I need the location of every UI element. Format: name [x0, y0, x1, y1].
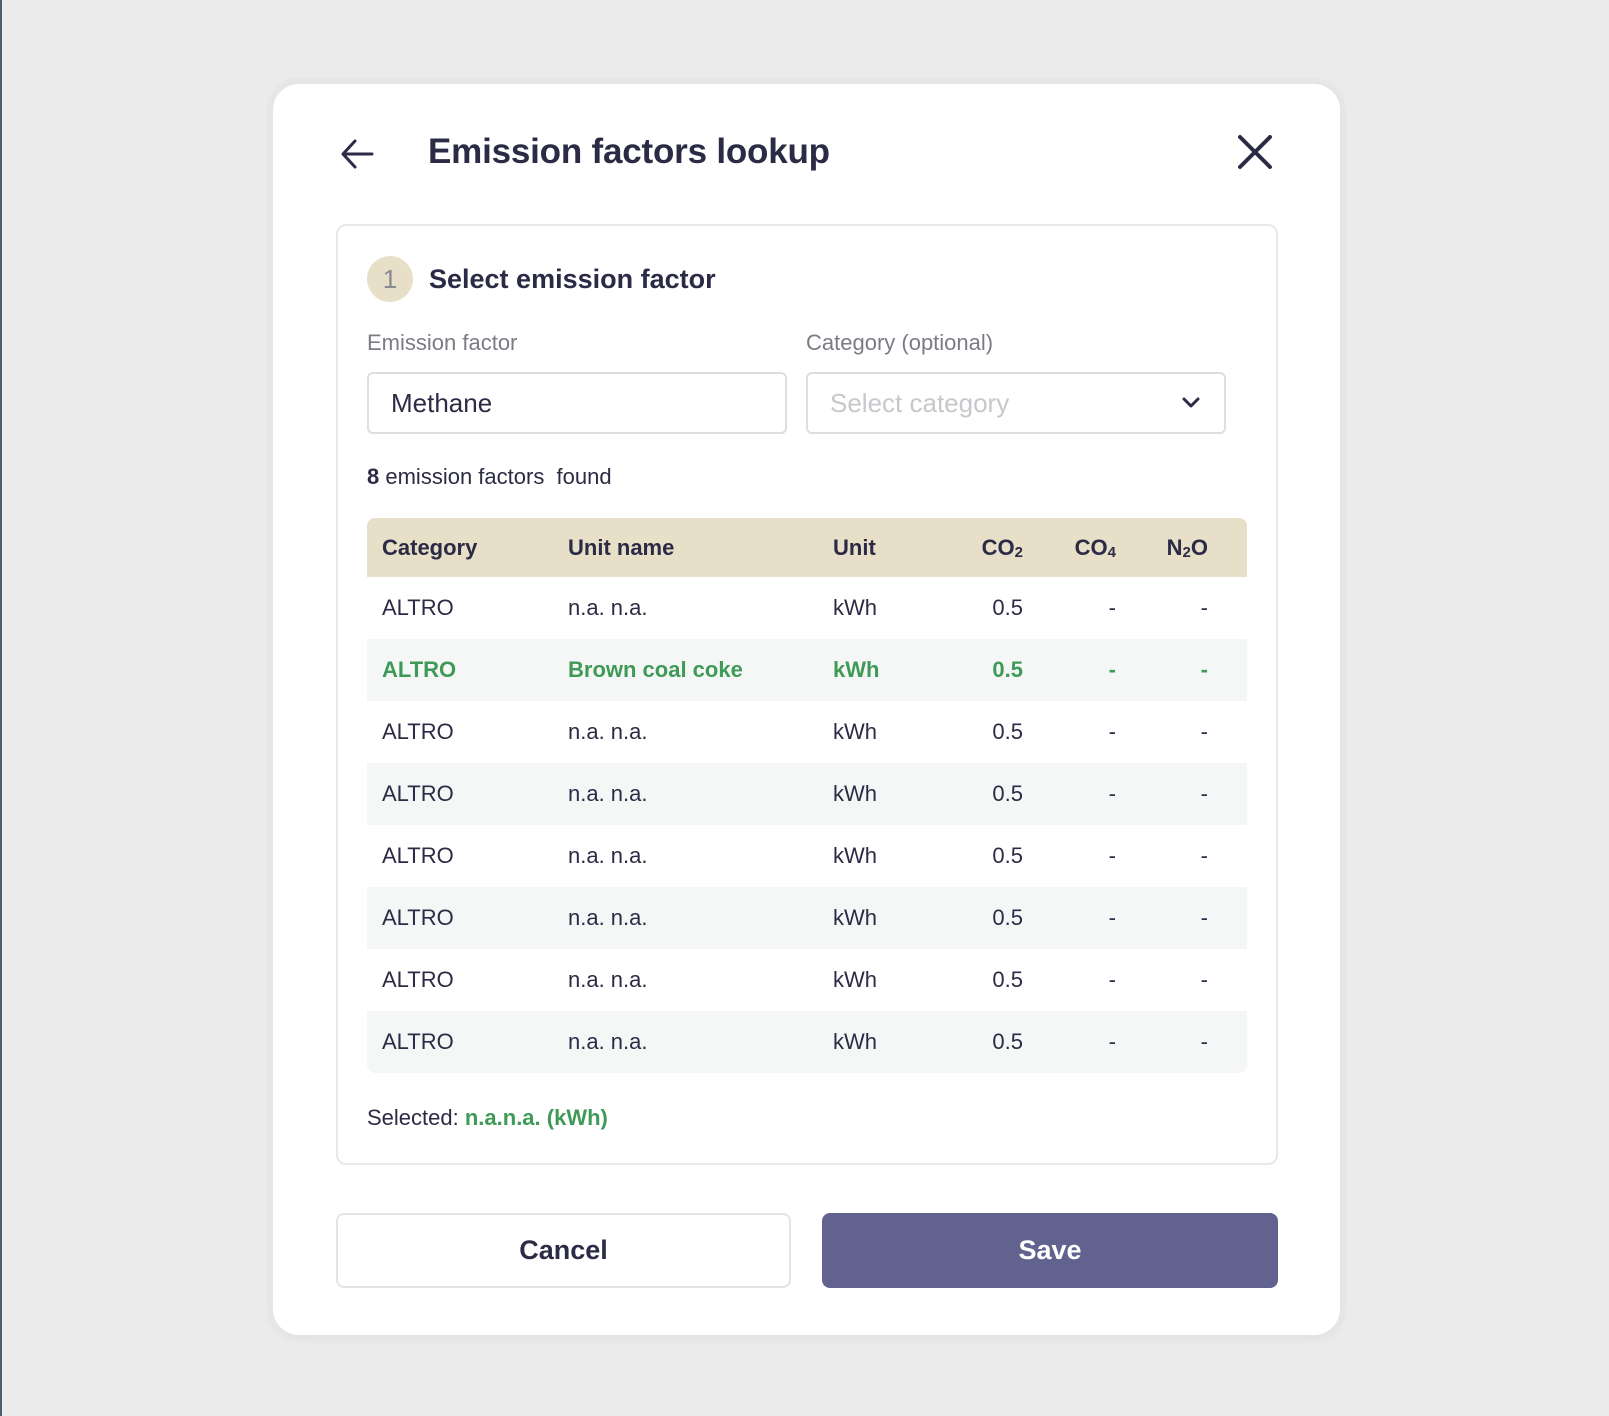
cell-unit-name: n.a. n.a.	[568, 967, 648, 992]
cell-unit: kWh	[833, 595, 877, 620]
cell-co4: -	[1108, 967, 1116, 992]
cell-co2: 0.5	[992, 657, 1023, 682]
results-count-number: 8	[367, 464, 380, 489]
cell-co4: -	[1108, 781, 1116, 806]
cell-category: ALTRO	[382, 967, 454, 992]
step-header: 1 Select emission factor	[367, 255, 716, 303]
cell-category: ALTRO	[382, 781, 454, 806]
arrow-left-icon	[341, 139, 374, 169]
cell-co4: -	[1108, 905, 1116, 930]
cell-unit: kWh	[833, 967, 877, 992]
cell-co4: -	[1108, 719, 1116, 744]
column-header-category[interactable]: Category	[382, 534, 478, 560]
step-number-badge: 1	[367, 256, 413, 302]
selected-summary: Selected: n.a.n.a. (kWh)	[367, 1105, 608, 1131]
emission-factor-value: Methane	[391, 387, 493, 418]
cell-unit-name: n.a. n.a.	[568, 719, 648, 744]
table-row[interactable]: ALTRO n.a. n.a. kWh 0.5 - -	[367, 577, 1247, 639]
table-row[interactable]: ALTRO n.a. n.a. kWh 0.5 - -	[367, 763, 1247, 825]
cell-category: ALTRO	[382, 719, 454, 744]
emission-factor-label: Emission factor	[367, 330, 518, 355]
emission-factors-table: Category Unit name Unit CO2 CO4 N2O ALTR…	[367, 518, 1247, 1073]
cell-n2o: -	[1200, 719, 1208, 744]
cell-co2: 0.5	[992, 595, 1023, 620]
n2o-label-n: N	[1166, 534, 1183, 560]
cell-co4: -	[1108, 595, 1116, 620]
cell-category: ALTRO	[382, 905, 454, 930]
modal-header: Emission factors lookup	[273, 84, 1340, 224]
category-select[interactable]: Select category	[806, 372, 1226, 434]
cell-unit: kWh	[833, 1029, 877, 1054]
results-count-text: emission factors found	[385, 464, 612, 489]
cell-unit-name: Brown coal coke	[568, 657, 743, 682]
cell-n2o: -	[1200, 1029, 1208, 1054]
column-header-unit-name[interactable]: Unit name	[568, 534, 675, 560]
table-row[interactable]: ALTRO n.a. n.a. kWh 0.5 - -	[367, 825, 1247, 887]
save-button[interactable]: Save	[822, 1213, 1278, 1288]
cell-n2o: -	[1200, 843, 1208, 868]
cell-unit: kWh	[833, 843, 877, 868]
column-header-co2[interactable]: CO2	[933, 535, 1023, 561]
category-label: Category (optional)	[806, 330, 994, 355]
cell-n2o: -	[1200, 595, 1208, 620]
close-x-icon	[1238, 135, 1272, 169]
cell-unit-name: n.a. n.a.	[568, 905, 648, 930]
table-row[interactable]: ALTRO n.a. n.a. kWh 0.5 - -	[367, 701, 1247, 763]
n2o-label-o: O	[1190, 534, 1208, 560]
cell-co4: -	[1108, 843, 1116, 868]
cancel-button[interactable]: Cancel	[336, 1213, 791, 1288]
co4-subscript: 4	[1107, 543, 1116, 561]
co2-subscript: 2	[1014, 543, 1023, 561]
step-card: 1 Select emission factor Emission factor…	[336, 224, 1278, 1165]
cell-co2: 0.5	[992, 1029, 1023, 1054]
cell-unit-name: n.a. n.a.	[568, 1029, 648, 1054]
step-title: Select emission factor	[429, 263, 716, 294]
table-row[interactable]: ALTRO n.a. n.a. kWh 0.5 - -	[367, 949, 1247, 1011]
cell-unit: kWh	[833, 657, 880, 682]
results-count: 8 emission factors found	[367, 464, 612, 490]
cell-category: ALTRO	[382, 595, 454, 620]
table-header: Category Unit name Unit CO2 CO4 N2O	[367, 518, 1247, 577]
cell-co2: 0.5	[992, 843, 1023, 868]
selected-label: Selected:	[367, 1105, 459, 1130]
selected-value: n.a.n.a. (kWh)	[464, 1105, 608, 1130]
co4-label: CO	[1074, 534, 1108, 560]
cell-unit-name: n.a. n.a.	[568, 595, 648, 620]
window-edge	[0, 0, 2, 1416]
cell-co2: 0.5	[992, 905, 1023, 930]
cell-category: ALTRO	[382, 1029, 454, 1054]
emission-factor-input[interactable]: Methane	[367, 372, 787, 434]
cell-co2: 0.5	[992, 781, 1023, 806]
cell-n2o: -	[1200, 905, 1208, 930]
cell-category: ALTRO	[382, 843, 454, 868]
cell-n2o: -	[1200, 657, 1208, 682]
column-header-unit[interactable]: Unit	[833, 534, 876, 560]
table-row-selected[interactable]: ALTRO Brown coal coke kWh 0.5 - -	[367, 639, 1247, 701]
cell-unit: kWh	[833, 781, 877, 806]
emission-factors-modal: Emission factors lookup 1 Select emissio…	[273, 84, 1340, 1335]
chevron-down-icon	[1182, 397, 1200, 408]
cell-category: ALTRO	[382, 657, 457, 682]
column-header-n2o[interactable]: N2O	[1116, 535, 1208, 561]
modal-title: Emission factors lookup	[428, 132, 830, 171]
cell-unit-name: n.a. n.a.	[568, 781, 648, 806]
column-header-co4[interactable]: CO4	[1023, 535, 1116, 561]
cell-unit-name: n.a. n.a.	[568, 843, 648, 868]
cell-n2o: -	[1200, 967, 1208, 992]
close-button[interactable]	[1233, 130, 1277, 174]
cell-n2o: -	[1200, 781, 1208, 806]
cell-co2: 0.5	[992, 967, 1023, 992]
cell-co2: 0.5	[992, 719, 1023, 744]
cell-unit: kWh	[833, 719, 877, 744]
back-button[interactable]	[335, 134, 379, 174]
cell-co4: -	[1108, 657, 1116, 682]
cell-co4: -	[1108, 1029, 1116, 1054]
category-placeholder: Select category	[830, 387, 1010, 418]
co2-label: CO	[981, 534, 1015, 560]
table-row[interactable]: ALTRO n.a. n.a. kWh 0.5 - -	[367, 1011, 1247, 1073]
table-row[interactable]: ALTRO n.a. n.a. kWh 0.5 - -	[367, 887, 1247, 949]
n2o-subscript: 2	[1182, 543, 1191, 561]
cell-unit: kWh	[833, 905, 877, 930]
